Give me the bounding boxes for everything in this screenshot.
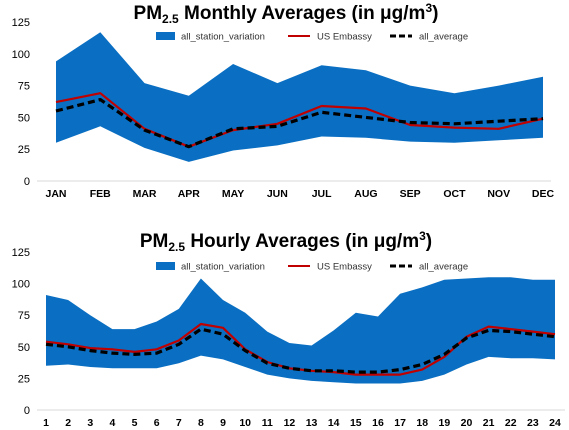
legend: all_station_variation US Embassy all_avera… [156,32,468,43]
series-band-all-station-variation [46,277,555,384]
x-tick-label: 3 [87,417,93,429]
chart-1: PM2.5 Monthly Averages (in μg/m3) 0 25 50 75… [12,1,555,200]
x-tick-label: DEC [532,188,555,200]
title-main: Monthly Averages (in μg/m [179,3,426,24]
y-tick-label: 125 [12,247,30,259]
x-tick-label: 23 [527,417,539,429]
x-tick-label: 21 [483,417,495,429]
legend-swatch-band [156,32,175,40]
x-tick-label: 9 [220,417,226,429]
y-tick-label: 100 [12,49,30,61]
legend-label: all_average [419,262,468,273]
x-tick-label: JUL [312,188,332,200]
x-tick-label: 7 [176,417,182,429]
chart-title: PM2.5 Hourly Averages (in μg/m3) [140,229,432,254]
y-tick-label: 0 [24,176,30,188]
x-tick-label: 16 [372,417,384,429]
x-tick-label: 15 [350,417,362,429]
x-tick-label: 10 [239,417,251,429]
y-tick-label: 0 [24,405,30,417]
series-line-us-embassy [45,322,556,376]
x-tick-label: APR [178,188,201,200]
x-tick-label: 8 [198,417,204,429]
x-tick-label: FEB [90,188,111,200]
y-tick-label: 125 [12,17,30,29]
x-tick-label: 12 [284,417,296,429]
x-tick-label: 1 [43,417,49,429]
x-tick-label: OCT [443,188,466,200]
title-main: Hourly Averages (in μg/m [185,231,419,252]
chart-title: PM2.5 Monthly Averages (in μg/m3) [134,1,439,26]
title-subscript: 2.5 [162,12,179,26]
x-tick-label: 13 [306,417,318,429]
legend-label: all_station_variation [181,262,265,273]
x-tick-label: SEP [400,188,421,200]
legend-label: all_average [419,32,468,43]
x-tick-label: 22 [505,417,517,429]
legend: all_station_variation US Embassy all_avera… [156,262,468,273]
series-line-all-average [55,97,544,149]
series-band-all-station-variation [56,32,543,162]
title-prefix: PM [134,3,163,24]
x-tick-label: 20 [461,417,473,429]
x-tick-label: NOV [487,188,510,200]
x-tick-label: 11 [262,417,273,429]
title-end: ) [432,3,438,24]
chart-2: PM2.5 Hourly Averages (in μg/m3)02550751… [12,229,565,429]
series-line-us-embassy [55,92,544,148]
title-superscript: 3 [419,229,426,243]
x-tick-label: 6 [154,417,160,429]
legend-swatch-band [156,262,175,270]
title-prefix: PM [140,231,169,252]
y-tick-label: 75 [18,310,30,322]
x-tick-label: 17 [394,417,406,429]
x-tick-label: MAY [222,188,244,200]
y-tick-label: 50 [18,342,30,354]
x-tick-label: 14 [328,417,340,429]
x-tick-label: MAR [133,188,157,200]
x-tick-label: JAN [45,188,66,200]
y-tick-label: 75 [18,81,30,93]
x-tick-label: JUN [267,188,288,200]
title-superscript: 3 [425,1,432,15]
legend-label: US Embassy [317,32,372,43]
y-tick-label: 50 [18,112,30,124]
y-tick-label: 25 [18,373,30,385]
y-tick-label: 100 [12,279,30,291]
x-tick-label: 24 [549,417,561,429]
y-tick-label: 25 [18,144,30,156]
x-tick-label: 4 [109,417,115,429]
x-tick-label: 5 [132,417,138,429]
title-end: ) [426,231,432,252]
legend-label: all_station_variation [181,32,265,43]
title-subscript: 2.5 [168,240,185,254]
x-tick-label: 2 [65,417,71,429]
x-tick-label: 18 [416,417,428,429]
x-tick-label: 19 [439,417,451,429]
legend-label: US Embassy [317,262,372,273]
x-tick-label: AUG [354,188,377,200]
